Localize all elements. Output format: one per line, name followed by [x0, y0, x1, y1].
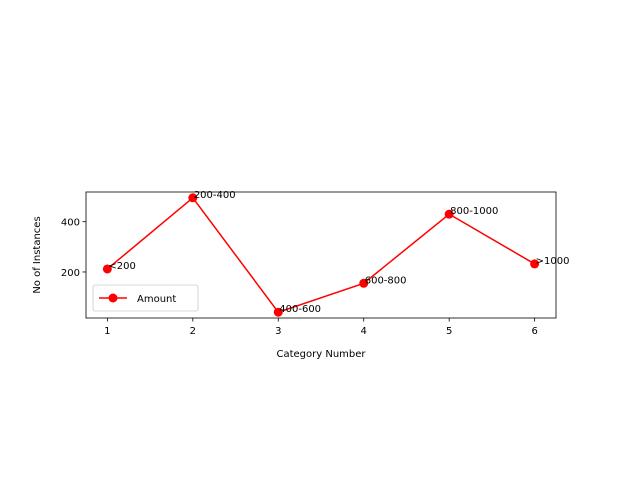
x-axis-label: Category Number: [276, 349, 366, 360]
data-point: [273, 307, 283, 317]
x-axis-ticks: 1 2 3 4 5 6: [104, 318, 538, 337]
y-axis-ticks: 200 400: [61, 218, 86, 279]
data-point-label: 400-600: [279, 304, 321, 315]
data-point-label: >1000: [536, 256, 570, 267]
legend-marker: [108, 293, 118, 303]
y-axis-label: No of Instances: [32, 216, 43, 293]
x-tick-label: 4: [361, 326, 367, 337]
data-point-label: <200: [108, 261, 135, 272]
legend-label-amount: Amount: [137, 294, 176, 305]
data-point-label: 800-1000: [450, 206, 498, 217]
x-tick-label: 3: [275, 326, 281, 337]
data-point-label: 600-800: [365, 275, 407, 286]
data-point: [102, 264, 112, 274]
data-point: [444, 209, 454, 219]
x-tick-label: 6: [531, 326, 537, 337]
data-point: [530, 259, 540, 269]
x-tick-label: 1: [104, 326, 110, 337]
data-point: [359, 278, 369, 288]
series-line-amount: [106, 196, 536, 314]
legend: Amount: [92, 284, 199, 312]
x-tick-label: 5: [446, 326, 452, 337]
data-point: [188, 193, 198, 203]
series-markers: [102, 193, 540, 317]
data-point-label: 200-400: [194, 190, 236, 201]
plot-frame: [85, 191, 557, 319]
x-tick-label: 2: [190, 326, 196, 337]
legend-box: [92, 284, 199, 312]
point-labels: <200 200-400 400-600 600-800 800-1000 >1000: [108, 190, 569, 315]
y-tick-label: 400: [61, 218, 80, 229]
y-tick-label: 200: [61, 268, 80, 279]
